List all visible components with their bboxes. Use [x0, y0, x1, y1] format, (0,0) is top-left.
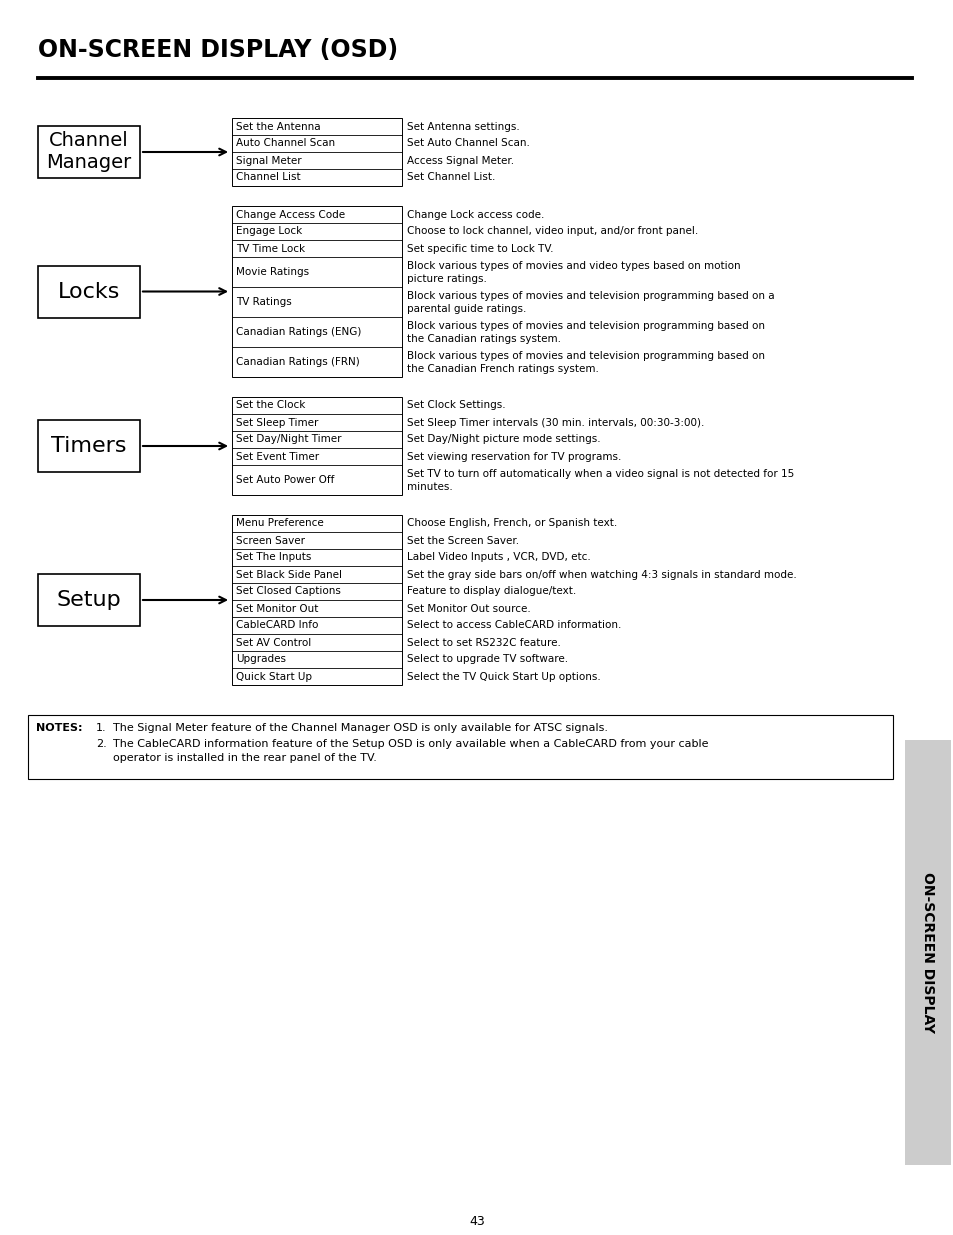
Text: Set specific time to Lock TV.: Set specific time to Lock TV.	[407, 243, 553, 253]
Text: Choose to lock channel, video input, and/or front panel.: Choose to lock channel, video input, and…	[407, 226, 698, 236]
Text: Channel List: Channel List	[235, 173, 300, 183]
Text: Set the gray side bars on/off when watching 4:3 signals in standard mode.: Set the gray side bars on/off when watch…	[407, 569, 796, 579]
Text: Movie Ratings: Movie Ratings	[235, 267, 309, 277]
Text: Set viewing reservation for TV programs.: Set viewing reservation for TV programs.	[407, 452, 620, 462]
Text: NOTES:: NOTES:	[36, 722, 82, 734]
Text: Choose English, French, or Spanish text.: Choose English, French, or Spanish text.	[407, 519, 617, 529]
Bar	[28, 715, 892, 779]
Text: parental guide ratings.: parental guide ratings.	[407, 304, 526, 314]
Text: Set Event Timer: Set Event Timer	[235, 452, 319, 462]
Text: Block various types of movies and television programming based on: Block various types of movies and televi…	[407, 321, 764, 331]
Text: Access Signal Meter.: Access Signal Meter.	[407, 156, 514, 165]
Bar	[232, 515, 401, 685]
Bar	[232, 119, 401, 186]
Text: ON-SCREEN DISPLAY (OSD): ON-SCREEN DISPLAY (OSD)	[38, 38, 397, 62]
Text: Select to set RS232C feature.: Select to set RS232C feature.	[407, 637, 560, 647]
Text: Set the Antenna: Set the Antenna	[235, 121, 320, 131]
Text: Block various types of movies and television programming based on a: Block various types of movies and televi…	[407, 291, 774, 301]
Text: Set Monitor Out: Set Monitor Out	[235, 604, 318, 614]
Bar	[38, 126, 140, 178]
Text: 43: 43	[469, 1215, 484, 1228]
Text: TV Time Lock: TV Time Lock	[235, 243, 305, 253]
Text: Set TV to turn off automatically when a video signal is not detected for 15: Set TV to turn off automatically when a …	[407, 469, 794, 479]
Text: Change Access Code: Change Access Code	[235, 210, 345, 220]
Text: Block various types of movies and video types based on motion: Block various types of movies and video …	[407, 261, 740, 270]
Text: Set Antenna settings.: Set Antenna settings.	[407, 121, 519, 131]
Text: Setup: Setup	[56, 590, 121, 610]
Text: Set Closed Captions: Set Closed Captions	[235, 587, 340, 597]
Text: Set Day/Night picture mode settings.: Set Day/Night picture mode settings.	[407, 435, 600, 445]
Text: picture ratings.: picture ratings.	[407, 274, 486, 284]
Bar	[38, 266, 140, 317]
Text: Signal Meter: Signal Meter	[235, 156, 301, 165]
Text: Set the Clock: Set the Clock	[235, 400, 305, 410]
Text: Locks: Locks	[58, 282, 120, 301]
Text: the Canadian French ratings system.: the Canadian French ratings system.	[407, 364, 598, 374]
Bar	[38, 574, 140, 626]
Text: Channel
Manager: Channel Manager	[47, 131, 132, 173]
Text: Change Lock access code.: Change Lock access code.	[407, 210, 544, 220]
Text: The CableCARD information feature of the Setup OSD is only available when a Cabl: The CableCARD information feature of the…	[112, 739, 708, 748]
Text: Set Sleep Timer: Set Sleep Timer	[235, 417, 318, 427]
Text: Set the Screen Saver.: Set the Screen Saver.	[407, 536, 518, 546]
Bar	[38, 420, 140, 472]
Text: The Signal Meter feature of the Channel Manager OSD is only available for ATSC s: The Signal Meter feature of the Channel …	[112, 722, 607, 734]
Bar	[232, 206, 401, 377]
Text: Set Sleep Timer intervals (30 min. intervals, 00:30-3:00).: Set Sleep Timer intervals (30 min. inter…	[407, 417, 703, 427]
Text: CableCARD Info: CableCARD Info	[235, 620, 318, 631]
Text: Timers: Timers	[51, 436, 127, 456]
Bar	[232, 396, 401, 495]
Text: Feature to display dialogue/text.: Feature to display dialogue/text.	[407, 587, 576, 597]
Text: Quick Start Up: Quick Start Up	[235, 672, 312, 682]
Text: Select to access CableCARD information.: Select to access CableCARD information.	[407, 620, 620, 631]
Text: Block various types of movies and television programming based on: Block various types of movies and televi…	[407, 351, 764, 361]
Text: Set Channel List.: Set Channel List.	[407, 173, 495, 183]
Text: 2.: 2.	[96, 739, 107, 748]
Text: Set Auto Channel Scan.: Set Auto Channel Scan.	[407, 138, 529, 148]
Text: Set AV Control: Set AV Control	[235, 637, 311, 647]
Text: operator is installed in the rear panel of the TV.: operator is installed in the rear panel …	[112, 753, 376, 763]
Text: Menu Preference: Menu Preference	[235, 519, 323, 529]
Text: Set The Inputs: Set The Inputs	[235, 552, 311, 562]
Text: Label Video Inputs , VCR, DVD, etc.: Label Video Inputs , VCR, DVD, etc.	[407, 552, 590, 562]
Text: Set Clock Settings.: Set Clock Settings.	[407, 400, 505, 410]
Text: Set Monitor Out source.: Set Monitor Out source.	[407, 604, 530, 614]
Text: Select to upgrade TV software.: Select to upgrade TV software.	[407, 655, 568, 664]
Text: Select the TV Quick Start Up options.: Select the TV Quick Start Up options.	[407, 672, 600, 682]
Text: TV Ratings: TV Ratings	[235, 296, 292, 308]
Text: Engage Lock: Engage Lock	[235, 226, 302, 236]
Text: ON-SCREEN DISPLAY: ON-SCREEN DISPLAY	[920, 872, 934, 1032]
Text: Upgrades: Upgrades	[235, 655, 286, 664]
Text: Auto Channel Scan: Auto Channel Scan	[235, 138, 335, 148]
Text: Canadian Ratings (ENG): Canadian Ratings (ENG)	[235, 327, 361, 337]
Text: Set Day/Night Timer: Set Day/Night Timer	[235, 435, 341, 445]
Text: Canadian Ratings (FRN): Canadian Ratings (FRN)	[235, 357, 359, 367]
Text: Set Auto Power Off: Set Auto Power Off	[235, 475, 334, 485]
Text: Screen Saver: Screen Saver	[235, 536, 305, 546]
Text: 1.: 1.	[96, 722, 107, 734]
Text: Set Black Side Panel: Set Black Side Panel	[235, 569, 341, 579]
Text: minutes.: minutes.	[407, 482, 453, 492]
Text: the Canadian ratings system.: the Canadian ratings system.	[407, 333, 560, 345]
Bar	[904, 740, 950, 1165]
